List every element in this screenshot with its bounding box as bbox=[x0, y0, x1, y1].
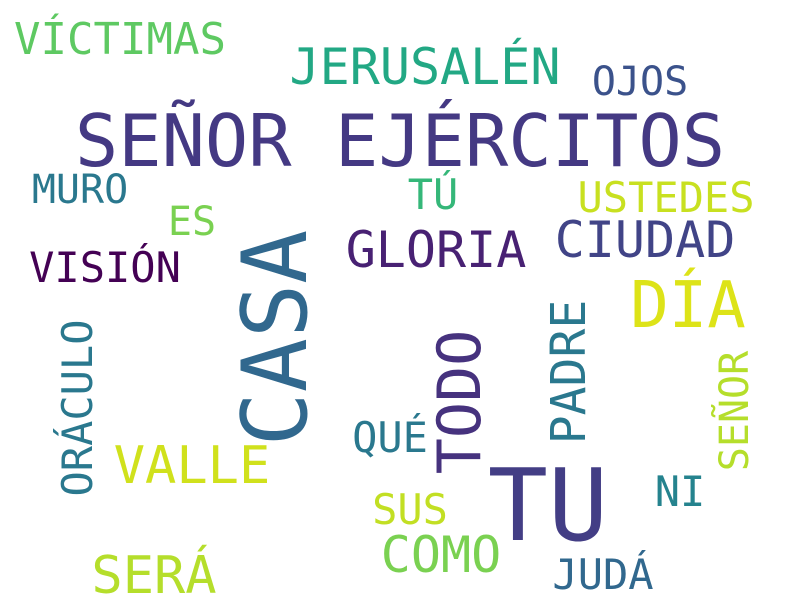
word-senor: SEÑOR bbox=[712, 350, 758, 472]
word-tu-accent: TÚ bbox=[407, 170, 459, 219]
word-vision: VISIÓN bbox=[29, 243, 181, 292]
word-ojos: OJOS bbox=[591, 59, 689, 105]
word-oraculo: ORÁCULO bbox=[53, 319, 102, 497]
word-que: QUÉ bbox=[352, 413, 428, 462]
word-tu: TU bbox=[487, 447, 609, 564]
word-juda: JUDÁ bbox=[552, 550, 654, 599]
word-ustedes: USTEDES bbox=[577, 173, 755, 222]
word-sus: SUS bbox=[372, 485, 448, 534]
word-victimas: VÍCTIMAS bbox=[14, 14, 226, 65]
word-sera: SERÁ bbox=[91, 546, 217, 606]
word-valle: VALLE bbox=[113, 436, 271, 496]
word-como: COMO bbox=[380, 526, 502, 584]
word-senor-ejercitos: SEÑOR EJÉRCITOS bbox=[74, 99, 726, 183]
word-es: ES bbox=[167, 199, 217, 245]
word-jerusalen: JERUSALÉN bbox=[289, 38, 561, 96]
word-muro: MURO bbox=[31, 167, 129, 213]
word-todo: TODO bbox=[425, 329, 495, 475]
word-ciudad: CIUDAD bbox=[554, 211, 736, 269]
word-ni: NI bbox=[654, 467, 706, 516]
word-gloria: GLORIA bbox=[345, 221, 527, 279]
word-dia: DÍA bbox=[630, 269, 746, 343]
word-padre: PADRE bbox=[541, 299, 597, 445]
word-casa: CASA bbox=[223, 229, 328, 447]
